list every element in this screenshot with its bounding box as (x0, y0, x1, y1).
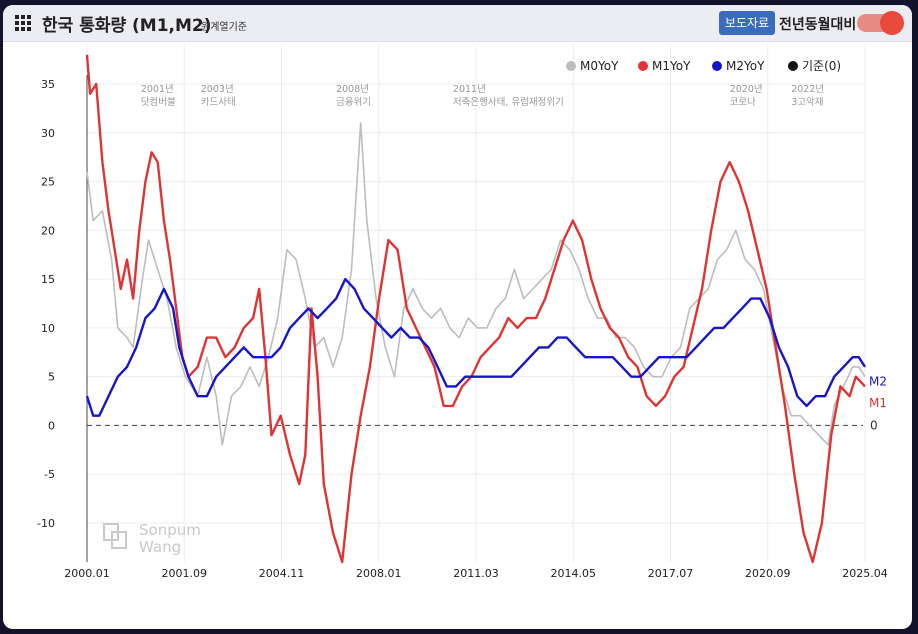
y-tick-label: 20 (41, 224, 55, 237)
chart-subtitle: 원계열기준 (201, 22, 247, 33)
end-labels: M2 M1 0 (869, 375, 887, 433)
x-tick-label: 2020.09 (745, 567, 791, 580)
y-tick-label: 25 (41, 176, 55, 189)
legend-marker (712, 61, 722, 71)
event-year: 2020년 (730, 84, 763, 95)
legend-label: M0YoY (580, 59, 619, 73)
x-tick-label: 2011.03 (453, 567, 499, 580)
y-tick-label: 15 (41, 273, 55, 286)
y-tick-label: 30 (41, 127, 55, 140)
legend-marker (788, 61, 798, 71)
event-year: 2008년 (336, 84, 369, 95)
series-line-m2yoy (85, 277, 867, 417)
watermark-line1: Sonpum (139, 521, 201, 539)
legend-marker (638, 61, 648, 71)
y-tick-label: -5 (44, 468, 55, 481)
press-release-button[interactable]: 보도자료 (719, 11, 775, 35)
event-year: 2022년 (791, 84, 824, 95)
end-label-m2: M2 (869, 375, 887, 389)
chart-title: 한국 통화량 (M1,M2) (42, 16, 212, 36)
chart-header: 한국 통화량 (M1,M2) 원계열기준 보도자료 전년동월대비 (3, 5, 912, 42)
event-year: 2001년 (141, 84, 174, 95)
x-tick-label: 2004.11 (259, 567, 305, 580)
grid-lines (86, 45, 866, 562)
y-tick-label: 35 (41, 78, 55, 91)
y-tick-label: 0 (48, 419, 55, 432)
yoy-toggle-label: 전년동월대비 (779, 17, 857, 33)
legend-marker (566, 61, 576, 71)
y-tick-label: 5 (48, 371, 55, 384)
event-label: 카드사태 (201, 97, 236, 108)
legend-label: M2YoY (726, 59, 765, 73)
series-lines (85, 54, 867, 564)
watermark-line2: Wang (139, 538, 181, 556)
x-tick-label: 2025.04 (842, 567, 888, 580)
event-year: 2003년 (201, 84, 234, 95)
legend: M0YoY M1YoY M2YoY 기준(0) (566, 59, 841, 73)
x-tick-label: 2014.05 (551, 567, 597, 580)
series-line-m1yoy (85, 54, 866, 564)
event-label: 3고악재 (791, 96, 823, 108)
legend-label: 기준(0) (802, 59, 841, 73)
toggle-knob (880, 11, 904, 35)
chart-panel: 한국 통화량 (M1,M2) 원계열기준 보도자료 전년동월대비 2001년 닷컴… (3, 5, 912, 629)
axes: -10 -5 0 5 10 15 20 25 30 35 2000.01 2001.09 2004.11… (37, 75, 888, 580)
yoy-toggle[interactable] (857, 11, 904, 35)
watermark: Sonpum Wang (103, 521, 201, 556)
event-label: 금융위기 (336, 96, 371, 108)
series-line-m0yoy (86, 122, 866, 446)
x-tick-label: 2017.07 (648, 567, 694, 580)
event-label: 닷컴버블 (141, 96, 176, 108)
end-label-zero: 0 (870, 418, 878, 432)
event-year: 2011년 (453, 84, 486, 95)
x-tick-label: 2008.01 (356, 567, 402, 580)
legend-label: M1YoY (652, 59, 691, 73)
end-label-m1: M1 (869, 396, 887, 410)
y-tick-label: -10 (37, 517, 55, 530)
x-tick-label: 2001.09 (162, 567, 208, 580)
watermark-logo-icon (103, 523, 127, 549)
y-tick-label: 10 (41, 322, 55, 335)
grid-menu-icon[interactable] (15, 15, 32, 31)
x-tick-label: 2000.01 (64, 567, 110, 580)
event-label: 코로나 (730, 97, 756, 108)
event-label: 저축은행사태, 유럽재정위기 (453, 96, 564, 108)
